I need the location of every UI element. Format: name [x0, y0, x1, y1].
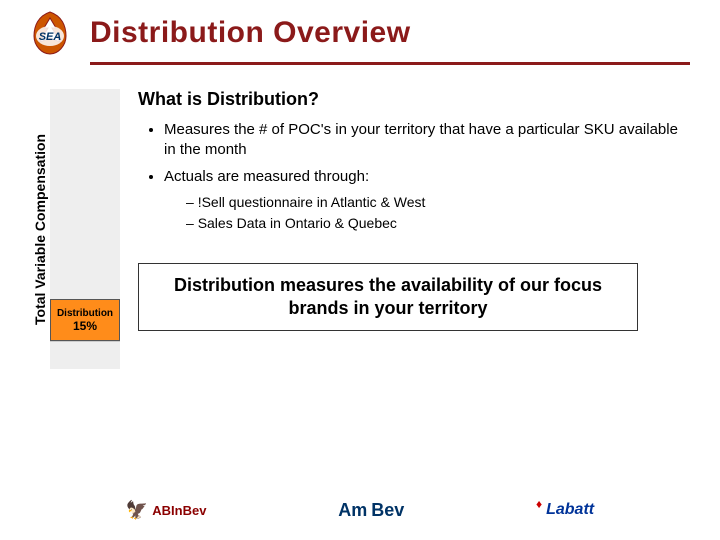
svg-text:SEA: SEA — [39, 31, 62, 43]
footer-logos: 🦅 ABInBev AmBev ♦ Labatt — [0, 496, 720, 524]
callout-box: Distribution measures the availability o… — [138, 263, 638, 332]
sub-bullet-item: !Sell questionnaire in Atlantic & West — [186, 193, 690, 212]
bar-segment-lower — [50, 341, 120, 369]
bar-segment-upper — [50, 89, 120, 299]
bar-segment-label: Distribution — [57, 308, 113, 319]
bar-segment-value: 15% — [73, 319, 97, 333]
bullet-item: Measures the # of POC's in your territor… — [164, 120, 690, 161]
y-axis-label: Total Variable Compensation — [30, 89, 50, 369]
bar-segment-distribution: Distribution 15% — [50, 299, 120, 341]
logo-ambev: AmBev — [338, 496, 404, 524]
bullet-list: Measures the # of POC's in your territor… — [138, 120, 690, 233]
brand-text: Labatt — [546, 501, 594, 519]
brand-text: Am — [338, 500, 367, 521]
section-subhead: What is Distribution? — [138, 89, 690, 110]
brand-text: ABInBev — [152, 503, 206, 518]
bullet-text: Actuals are measured through: — [164, 168, 369, 185]
logo-labatt: ♦ Labatt — [536, 496, 594, 524]
maple-leaf-icon: ♦ — [536, 497, 542, 511]
sub-bullet-list: !Sell questionnaire in Atlantic & West S… — [164, 193, 690, 233]
compensation-bar: Distribution 15% — [50, 89, 120, 369]
sub-bullet-item: Sales Data in Ontario & Quebec — [186, 214, 690, 233]
bullet-item: Actuals are measured through: !Sell ques… — [164, 167, 690, 233]
eagle-icon: 🦅 — [126, 500, 148, 521]
sea-logo: SEA — [20, 8, 80, 58]
brand-text: Bev — [371, 500, 404, 521]
slide-title: Distribution Overview — [90, 16, 411, 50]
logo-abinbev: 🦅 ABInBev — [126, 496, 207, 524]
